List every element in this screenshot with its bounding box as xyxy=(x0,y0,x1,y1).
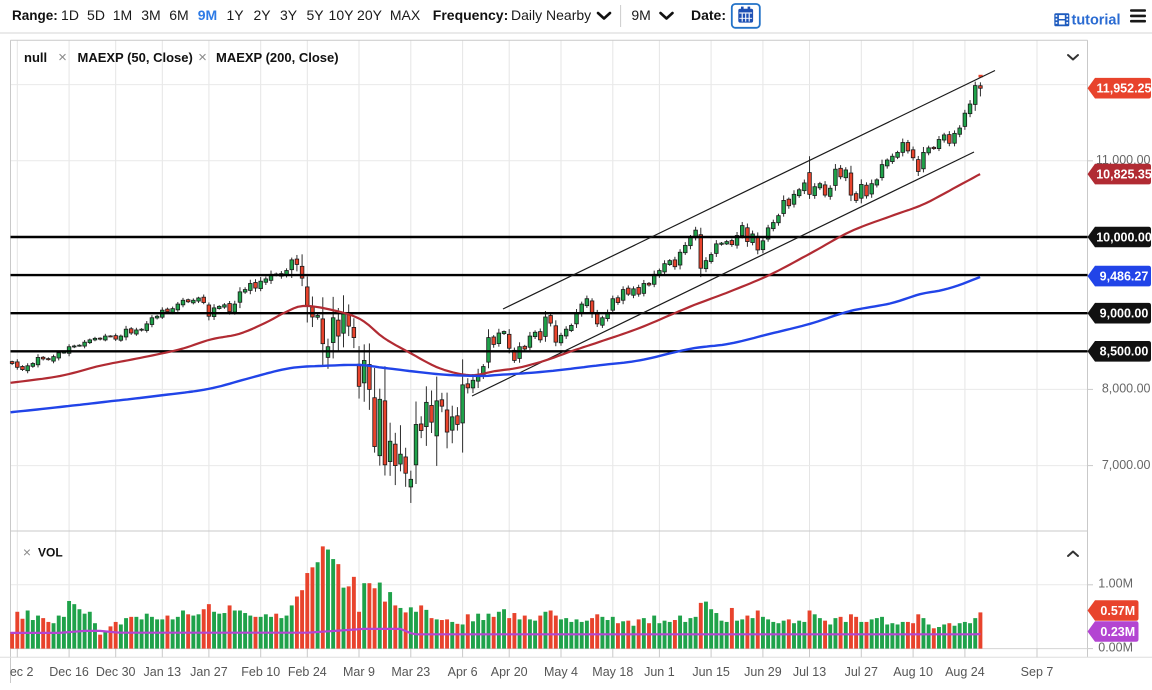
svg-text:0.23M: 0.23M xyxy=(1100,625,1135,639)
svg-text:1M: 1M xyxy=(113,7,132,23)
svg-text:VOL: VOL xyxy=(38,546,63,560)
svg-text:Jan 13: Jan 13 xyxy=(144,665,182,679)
svg-text:Aug 24: Aug 24 xyxy=(945,665,985,679)
svg-text:5Y: 5Y xyxy=(306,7,324,23)
svg-text:May 18: May 18 xyxy=(592,665,633,679)
svg-text:10,825.35: 10,825.35 xyxy=(1096,167,1152,181)
svg-text:0.00M: 0.00M xyxy=(1098,640,1133,654)
svg-text:9M: 9M xyxy=(631,7,650,23)
svg-text:Jun 15: Jun 15 xyxy=(692,665,730,679)
svg-text:9,486.27: 9,486.27 xyxy=(1100,269,1149,283)
svg-text:Mar 23: Mar 23 xyxy=(391,665,430,679)
svg-text:Jul 13: Jul 13 xyxy=(793,665,826,679)
svg-text:10Y: 10Y xyxy=(329,7,355,23)
svg-text:Apr 20: Apr 20 xyxy=(491,665,528,679)
svg-text:Dec 16: Dec 16 xyxy=(49,665,89,679)
svg-text:May 4: May 4 xyxy=(544,665,578,679)
svg-text:Aug 10: Aug 10 xyxy=(893,665,933,679)
svg-text:Sep 7: Sep 7 xyxy=(1021,665,1054,679)
svg-text:×: × xyxy=(58,49,67,66)
svg-text:Frequency:: Frequency: xyxy=(433,7,508,23)
svg-text:×: × xyxy=(198,49,207,66)
svg-text:11,000.00: 11,000.00 xyxy=(1096,153,1151,167)
svg-text:11,952.25: 11,952.25 xyxy=(1097,82,1152,96)
svg-text:ec 2: ec 2 xyxy=(10,665,34,679)
svg-text:2Y: 2Y xyxy=(253,7,271,23)
svg-text:tutorial: tutorial xyxy=(1072,12,1121,29)
svg-text:3M: 3M xyxy=(141,7,160,23)
svg-text:Jan 27: Jan 27 xyxy=(190,665,228,679)
svg-text:null: null xyxy=(24,50,47,65)
svg-text:Mar 9: Mar 9 xyxy=(343,665,375,679)
svg-text:6M: 6M xyxy=(169,7,188,23)
svg-text:MAX: MAX xyxy=(390,7,421,23)
svg-text:MAEXP (200, Close): MAEXP (200, Close) xyxy=(216,50,339,65)
svg-text:Feb 24: Feb 24 xyxy=(288,665,327,679)
svg-text:8,500.00: 8,500.00 xyxy=(1100,345,1149,359)
svg-text:9M: 9M xyxy=(198,7,217,23)
svg-text:7,000.00: 7,000.00 xyxy=(1102,458,1151,472)
svg-text:Daily Nearby: Daily Nearby xyxy=(511,7,591,23)
svg-text:MAEXP (50, Close): MAEXP (50, Close) xyxy=(78,50,193,65)
svg-text:0.57M: 0.57M xyxy=(1100,604,1135,618)
svg-text:1Y: 1Y xyxy=(226,7,244,23)
svg-text:8,000.00: 8,000.00 xyxy=(1102,382,1151,396)
svg-text:Date:: Date: xyxy=(691,7,726,23)
svg-text:Dec 30: Dec 30 xyxy=(96,665,136,679)
svg-text:Jul 27: Jul 27 xyxy=(845,665,878,679)
svg-text:Apr 6: Apr 6 xyxy=(448,665,478,679)
svg-text:10,000.00: 10,000.00 xyxy=(1096,230,1152,244)
svg-text:1D: 1D xyxy=(61,7,79,23)
svg-text:Jun 29: Jun 29 xyxy=(744,665,782,679)
svg-text:20Y: 20Y xyxy=(357,7,383,23)
svg-text:9,000.00: 9,000.00 xyxy=(1100,307,1149,321)
svg-text:×: × xyxy=(23,544,31,560)
svg-text:Range:: Range: xyxy=(12,8,58,23)
svg-text:Jun 1: Jun 1 xyxy=(644,665,675,679)
svg-text:Feb 10: Feb 10 xyxy=(241,665,280,679)
svg-text:1.00M: 1.00M xyxy=(1098,577,1133,591)
svg-text:5D: 5D xyxy=(87,7,105,23)
svg-text:3Y: 3Y xyxy=(280,7,298,23)
